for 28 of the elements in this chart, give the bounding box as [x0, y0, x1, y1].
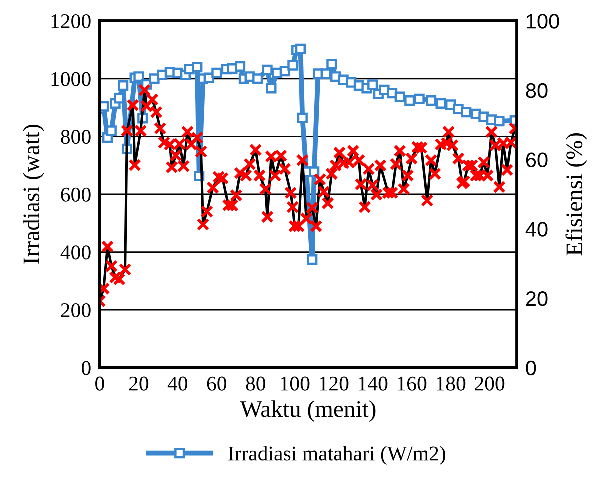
y-tick-label: 200	[61, 303, 91, 318]
y-tick-label: 1200	[52, 14, 91, 29]
y2-axis-title: Efisiensi (%)	[566, 134, 588, 256]
x-tick-label: 40	[168, 376, 188, 391]
y-tick-label: 400	[60, 246, 91, 260]
x-tick-label: 100	[281, 376, 310, 391]
y-tick-label: 600	[61, 188, 91, 202]
y-tick-label: 0	[82, 361, 91, 376]
x-tick-label: 0	[96, 376, 104, 391]
x-tick-label: 60	[207, 376, 227, 391]
y2-tick-label: 0	[526, 360, 536, 376]
y2-tick-label: 40	[526, 222, 548, 237]
y-tick-label: 800	[61, 130, 91, 144]
x-tick-label: 140	[359, 376, 388, 391]
x-tick-label: 80	[246, 376, 266, 391]
x-tick-label: 120	[320, 376, 349, 391]
x-tick-label: 20	[129, 376, 149, 391]
y2-tick-label: 100	[526, 14, 560, 29]
y2-tick-label: 80	[526, 83, 548, 98]
x-tick-label: 200	[475, 376, 505, 391]
y-tick-label: 1000	[52, 72, 91, 86]
x-tick-label: 180	[436, 376, 466, 391]
y-axis-title: Irradiasi (watt)	[22, 125, 44, 264]
y2-tick-label: 20	[526, 292, 548, 306]
x-axis-title: Waktu (menit)	[240, 400, 376, 422]
legend-label: Irradiasi matahari (W/m2)	[228, 446, 446, 466]
x-tick-label: 160	[398, 376, 427, 391]
y2-tick-label: 60	[526, 152, 548, 168]
